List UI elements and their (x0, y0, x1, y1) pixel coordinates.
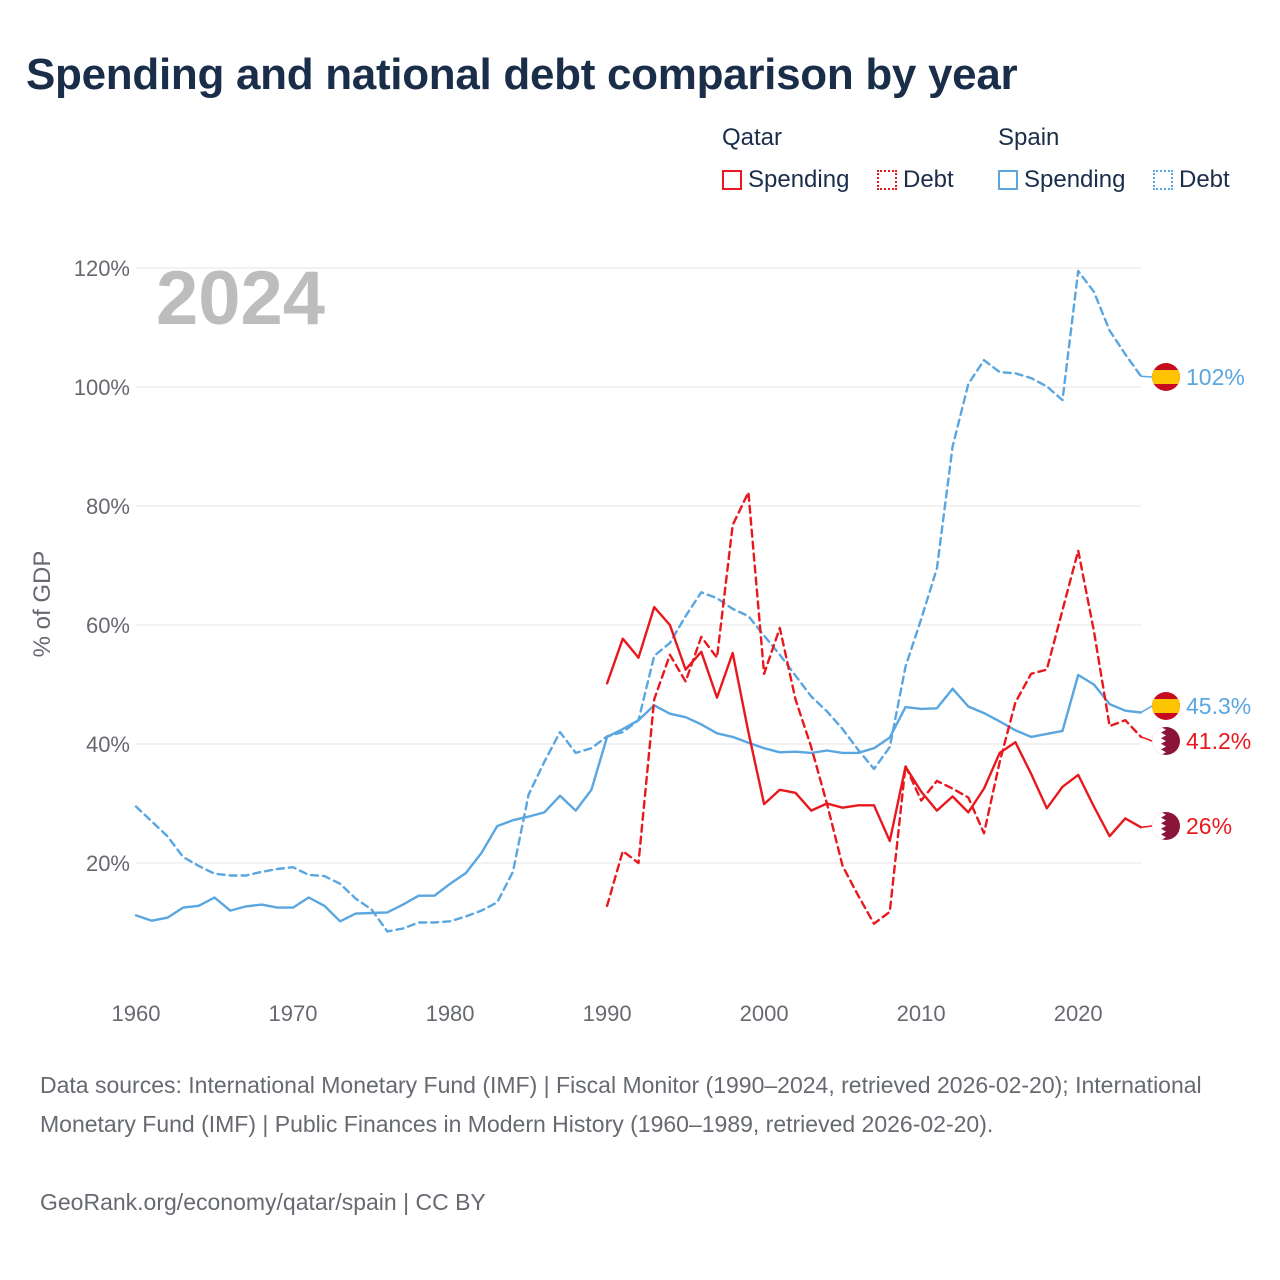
legend-label-spain-debt: Debt (1179, 166, 1230, 193)
legend-group-qatar: Qatar (722, 124, 782, 152)
legend-swatch-spain-debt (1153, 170, 1173, 190)
series-line-qatar-debt[interactable] (605, 491, 1143, 925)
line-chart: 20% 40% 60% 80% 100% 120% 1960 1970 1980 1990 200… (29, 256, 1251, 1026)
year-label: 2024 (156, 256, 325, 341)
legend-item-qatar-debt[interactable]: Debt (877, 166, 954, 194)
y-tick-label: 20% (86, 851, 130, 876)
series-layer (134, 269, 1143, 933)
legend-label-qatar-debt: Debt (903, 166, 954, 193)
legend-swatch-qatar-spending (722, 170, 742, 190)
series-line-spain-debt[interactable] (134, 269, 1143, 933)
x-tick-label: 2010 (897, 1001, 946, 1026)
x-tick-label: 1960 (112, 1001, 161, 1026)
series-line-qatar-spending[interactable] (605, 605, 1143, 843)
end-connector (1140, 736, 1153, 742)
series-line-spain-spending[interactable] (134, 673, 1143, 923)
end-connector (1140, 825, 1153, 829)
spain-flag-icon (1152, 363, 1180, 391)
end-connector (1140, 375, 1153, 378)
spain-flag-icon (1152, 692, 1180, 720)
qatar-flag-icon (1152, 727, 1180, 755)
end-labels: 102% 45.3% 26% 41.2% (1140, 363, 1251, 840)
y-tick-label: 120% (74, 256, 130, 281)
legend-country-qatar: Qatar (722, 124, 783, 151)
x-tick-label: 1970 (269, 1001, 318, 1026)
legend-country-spain: Spain (998, 124, 1060, 151)
y-axis-label: % of GDP (29, 551, 56, 658)
x-tick-label: 1980 (426, 1001, 475, 1026)
end-value-label: 45.3% (1186, 693, 1251, 719)
x-tick-label: 2020 (1054, 1001, 1103, 1026)
legend-swatch-qatar-debt (877, 170, 897, 190)
data-sources: Data sources: International Monetary Fun… (40, 1072, 1202, 1137)
x-axis: 1960 1970 1980 1990 2000 2010 2020 (112, 1001, 1103, 1026)
x-tick-label: 1990 (583, 1001, 632, 1026)
chart-title: Spending and national debt comparison by… (26, 50, 1018, 99)
legend-swatch-spain-spending (998, 170, 1018, 190)
y-tick-label: 60% (86, 613, 130, 638)
legend-item-spain-debt[interactable]: Debt (1153, 166, 1230, 194)
credit-link[interactable]: GeoRank.org/economy/qatar/spain | CC BY (40, 1189, 486, 1215)
legend-item-spain-spending[interactable]: Spending (998, 166, 1125, 194)
qatar-flag-icon (1152, 812, 1180, 840)
y-axis: 20% 40% 60% 80% 100% 120% (74, 256, 130, 876)
legend-group-spain: Spain (998, 124, 1059, 152)
y-tick-label: 100% (74, 375, 130, 400)
y-tick-label: 80% (86, 494, 130, 519)
x-tick-label: 2000 (740, 1001, 789, 1026)
end-connector (1140, 705, 1153, 714)
end-value-label: 26% (1186, 813, 1232, 839)
end-value-label: 41.2% (1186, 728, 1251, 754)
end-value-label: 102% (1186, 364, 1245, 390)
legend-label-spain-spending: Spending (1024, 166, 1126, 193)
legend-label-qatar-spending: Spending (748, 166, 850, 193)
legend-item-qatar-spending[interactable]: Spending (722, 166, 849, 194)
y-tick-label: 40% (86, 732, 130, 757)
